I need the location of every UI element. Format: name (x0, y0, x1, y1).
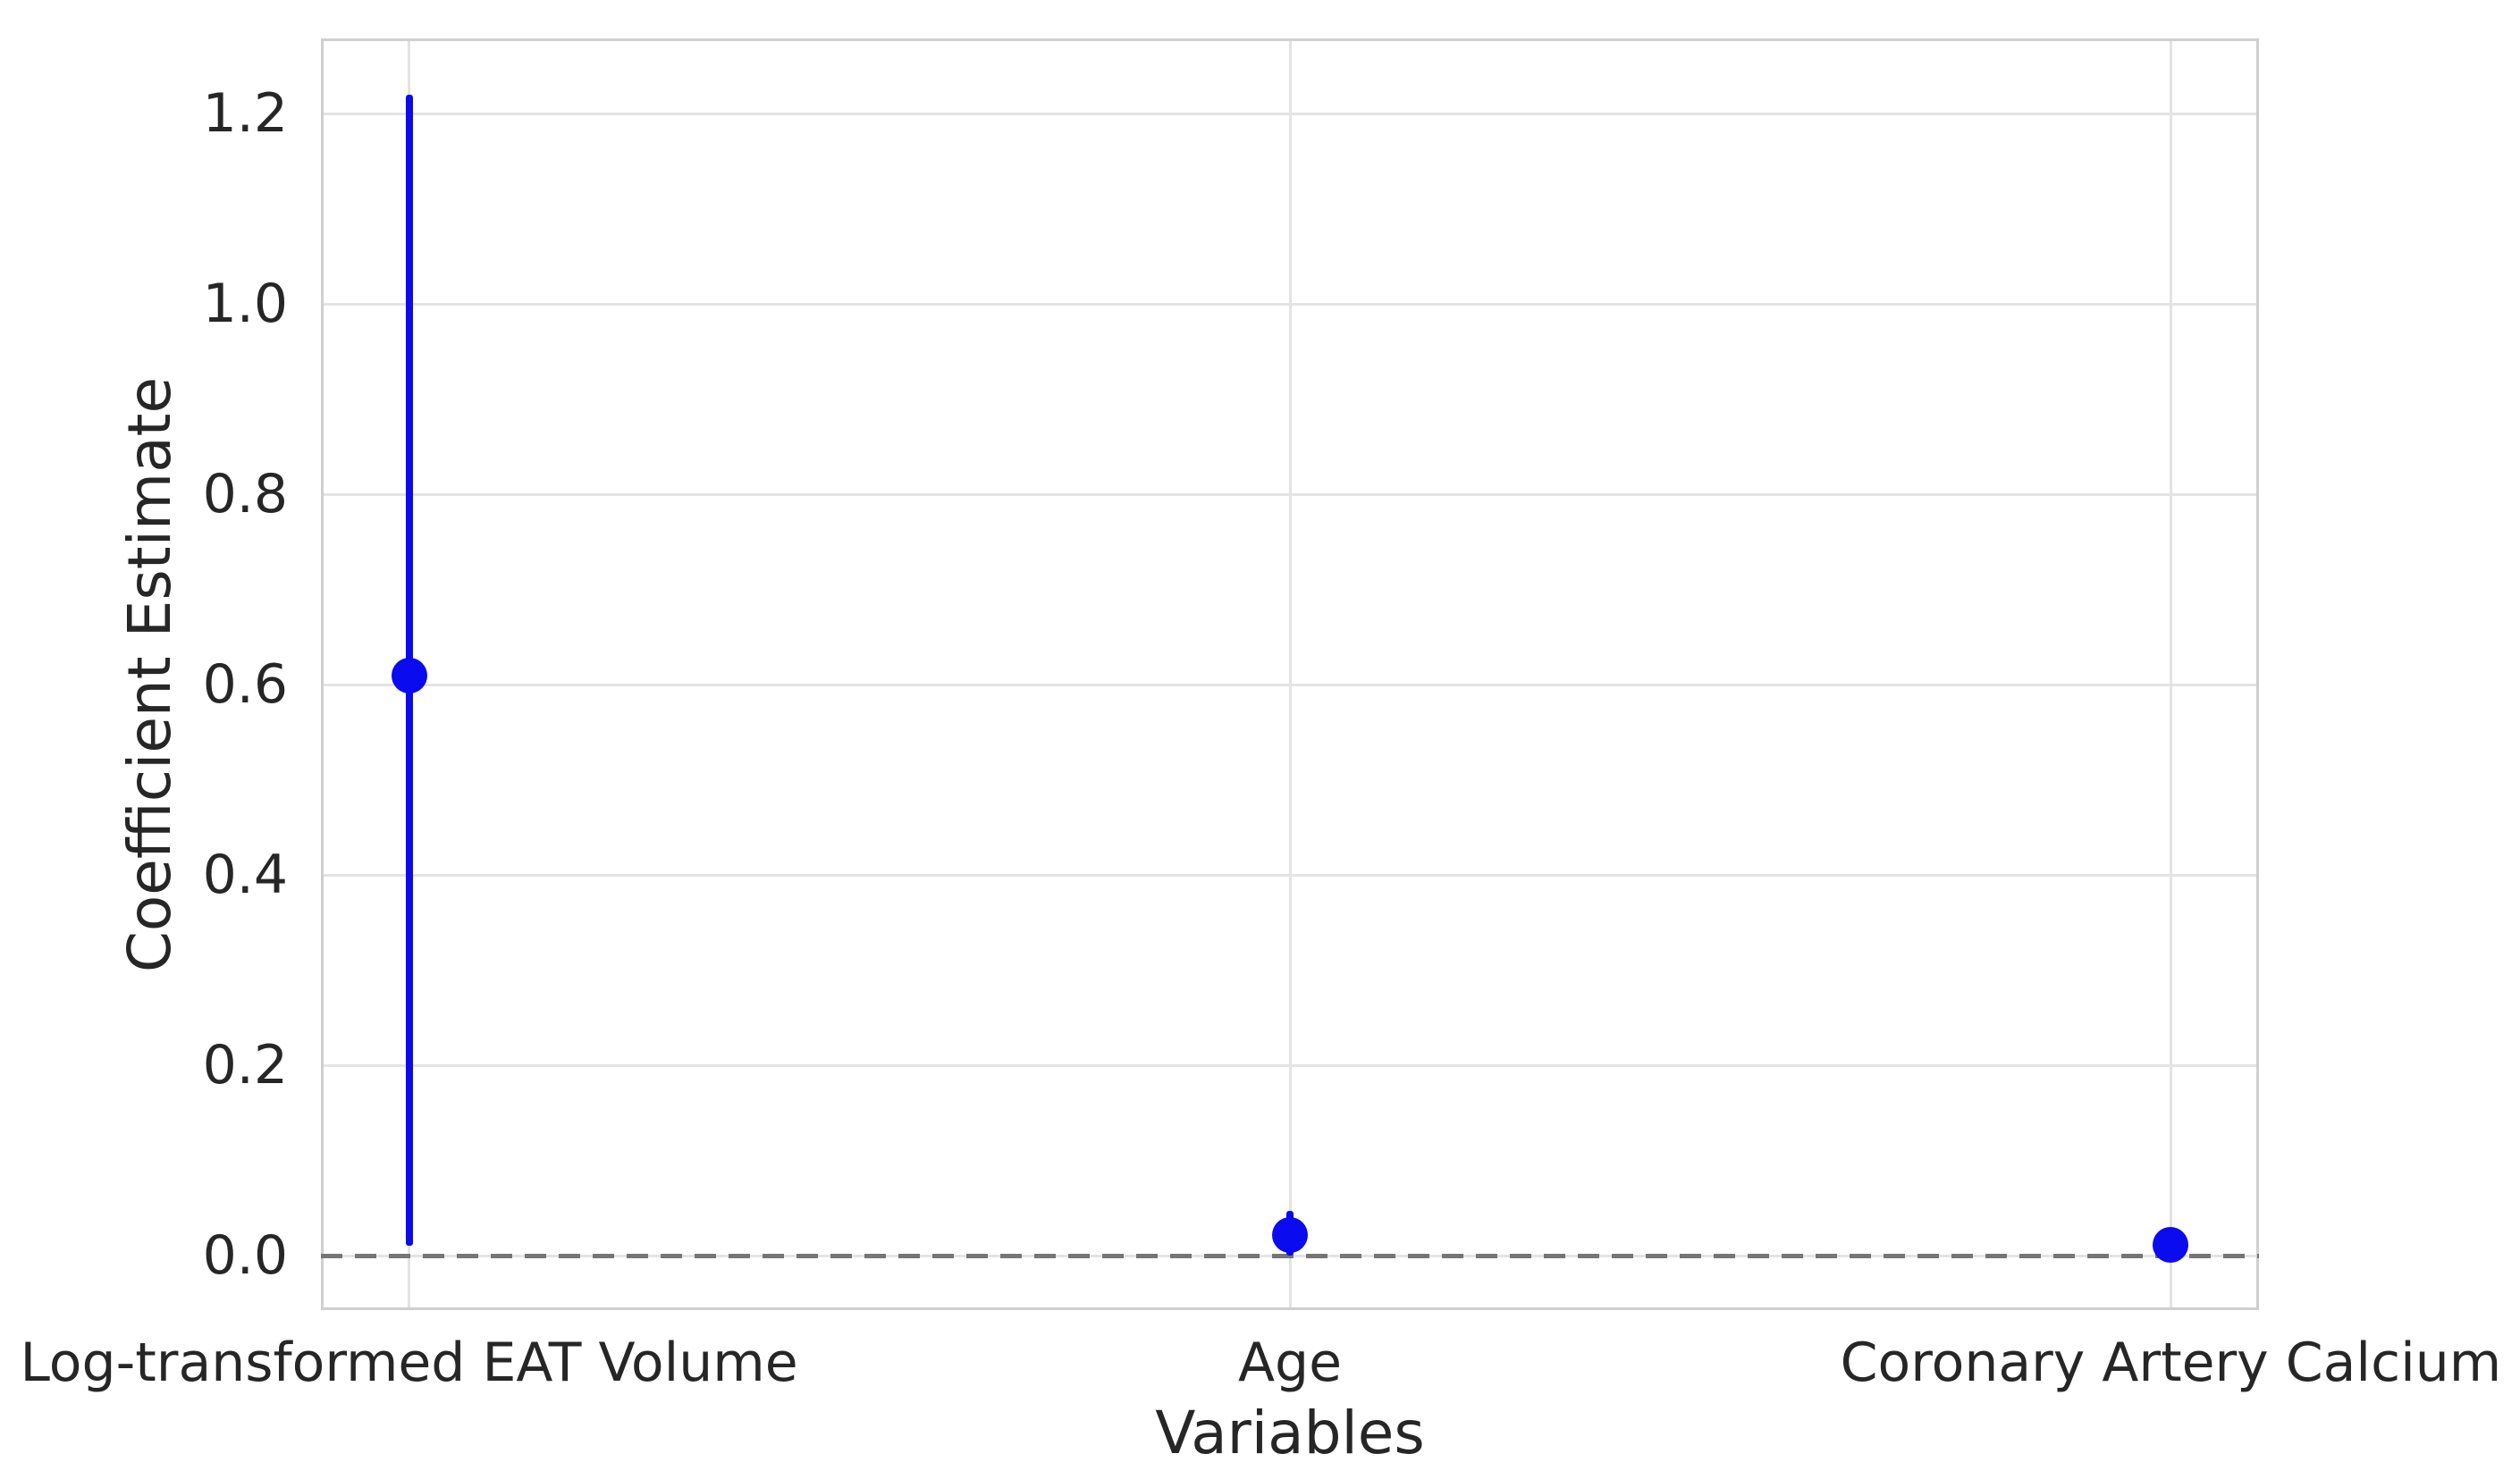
x-tick-label: Coronary Artery Calcium (1840, 1332, 2502, 1394)
y-tick-label: 1.0 (202, 273, 288, 336)
data-point (391, 657, 427, 693)
x-gridline (1288, 38, 1292, 1310)
x-tick-label: Log-transformed EAT Volume (20, 1332, 798, 1394)
x-tick-label: Age (1237, 1332, 1343, 1394)
data-point (2153, 1226, 2189, 1263)
y-tick-label: 0.8 (202, 463, 288, 526)
plot-area (321, 38, 2259, 1310)
data-point (1272, 1216, 1308, 1253)
y-tick-label: 1.2 (202, 82, 288, 146)
x-axis-label: Variables (1155, 1399, 1425, 1467)
y-tick-label: 0.6 (202, 653, 288, 717)
y-tick-label: 0.0 (202, 1224, 288, 1288)
zero-reference-line (321, 1253, 2259, 1258)
x-gridline (2169, 38, 2172, 1310)
y-axis-label: Coefficient Estimate (115, 376, 184, 972)
y-tick-label: 0.2 (202, 1034, 288, 1097)
y-tick-label: 0.4 (202, 844, 288, 907)
